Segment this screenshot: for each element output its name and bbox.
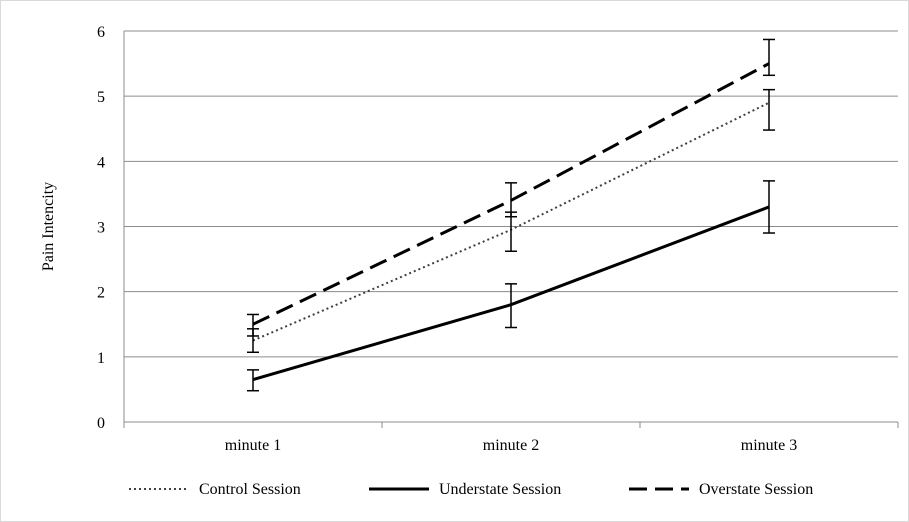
x-tick-labels: minute 1 minute 2 minute 3 — [225, 437, 797, 454]
axes — [123, 31, 899, 428]
y-tick-label: 5 — [97, 89, 105, 106]
y-tick-label: 4 — [97, 154, 105, 171]
x-tick-label: minute 3 — [741, 437, 797, 454]
legend-label-2: Understate Session — [439, 481, 561, 498]
y-tick-label: 3 — [97, 220, 105, 237]
y-tick-label: 1 — [97, 350, 105, 367]
y-tick-label: 0 — [97, 415, 105, 432]
x-tick-label: minute 2 — [483, 437, 539, 454]
legend: Control Session Understate Session Oversta… — [129, 481, 813, 498]
y-tick-label: 6 — [97, 24, 105, 41]
y-tick-label: 2 — [97, 285, 105, 302]
error-bars — [247, 38, 775, 392]
legend-label-1: Control Session — [199, 481, 301, 498]
y-tick-labels: 0 1 2 3 4 5 6 — [97, 24, 105, 432]
legend-label-3: Overstate Session — [699, 481, 813, 498]
y-axis-title: Pain Intencity — [40, 182, 57, 271]
x-tick-label: minute 1 — [225, 437, 281, 454]
